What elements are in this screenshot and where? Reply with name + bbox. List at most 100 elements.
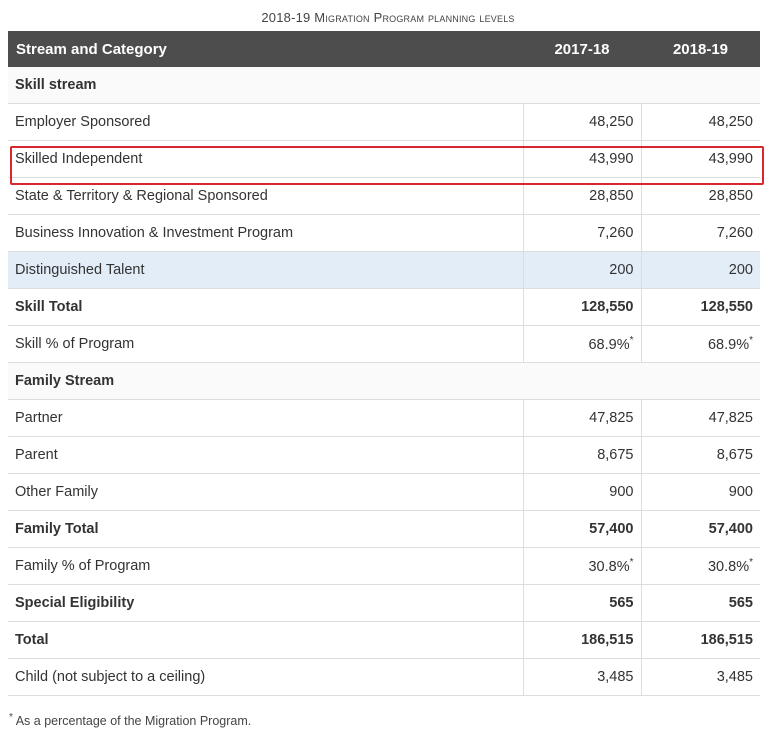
table-row: Parent 8,675 8,675: [8, 436, 760, 474]
row-label: Skill Total: [8, 288, 523, 326]
header-category: Stream and Category: [8, 31, 523, 67]
table-row: Family Stream: [8, 362, 760, 400]
value-2018-19: 68.9%*: [640, 325, 760, 363]
row-label: Distinguished Talent: [8, 251, 523, 289]
value-2018-19: 47,825: [640, 399, 760, 437]
value: 30.8%: [588, 558, 630, 575]
value: 57,400: [589, 521, 634, 537]
table-row: Skill stream: [8, 67, 760, 104]
asterisk: *: [749, 557, 753, 569]
row-label: Skill % of Program: [8, 325, 523, 363]
value: 48,250: [589, 114, 634, 130]
value-2018-19: 57,400: [640, 510, 760, 548]
table-header: Stream and Category 2017-18 2018-19: [8, 31, 760, 67]
table-row: Skill Total 128,550 128,550: [8, 288, 760, 326]
section-label: Family Stream: [8, 362, 760, 400]
table-row: Skill % of Program 68.9%* 68.9%*: [8, 325, 760, 363]
value: 8,675: [597, 447, 634, 463]
value-2017-18: 47,825: [522, 399, 641, 437]
row-label: Skilled Independent: [8, 140, 523, 178]
table-row: State & Territory & Regional Sponsored 2…: [8, 177, 760, 215]
value: 68.9%: [588, 336, 630, 353]
value-2018-19: 565: [640, 584, 760, 622]
value: 565: [728, 595, 753, 611]
table-row: Distinguished Talent 200 200: [8, 251, 760, 289]
value-2018-19: 200: [640, 251, 760, 289]
value-2017-18: 8,675: [522, 436, 641, 474]
value: 43,990: [708, 151, 753, 167]
value: 28,850: [708, 188, 753, 204]
value: 8,675: [716, 447, 753, 463]
value-2017-18: 57,400: [522, 510, 641, 548]
value-2017-18: 565: [522, 584, 641, 622]
value-2017-18: 7,260: [522, 214, 641, 252]
value: 128,550: [700, 299, 753, 315]
footnote-star: *: [9, 712, 13, 723]
table-row: Family % of Program 30.8%* 30.8%*: [8, 547, 760, 585]
value: 43,990: [589, 151, 634, 167]
value-2017-18: 200: [522, 251, 641, 289]
value-2017-18: 48,250: [522, 103, 641, 141]
row-label: Family % of Program: [8, 547, 523, 585]
value: 30.8%: [707, 558, 750, 575]
value: 200: [609, 262, 634, 278]
row-label: Business Innovation & Investment Program: [8, 214, 523, 252]
value: 68.9%: [707, 336, 750, 353]
table-row: Child (not subject to a ceiling) 3,485 3…: [8, 658, 760, 696]
asterisk: *: [749, 335, 753, 347]
table-row: Other Family 900 900: [8, 473, 760, 511]
row-label: Other Family: [8, 473, 523, 511]
value: 7,260: [716, 225, 753, 241]
value: 900: [728, 484, 753, 500]
value-2018-19: 7,260: [640, 214, 760, 252]
value: 48,250: [708, 114, 753, 130]
value-2017-18: 128,550: [522, 288, 641, 326]
value: 186,515: [700, 632, 753, 648]
header-2018-19: 2018-19: [641, 31, 760, 67]
value-2017-18: 68.9%*: [522, 325, 641, 363]
table-row: Business Innovation & Investment Program…: [8, 214, 760, 252]
value-2018-19: 8,675: [640, 436, 760, 474]
value: 200: [728, 262, 753, 278]
value-2018-19: 30.8%*: [640, 547, 760, 585]
table-row: Family Total 57,400 57,400: [8, 510, 760, 548]
row-label: Total: [8, 621, 523, 659]
footnote-text: As a percentage of the Migration Program…: [15, 714, 252, 729]
value-2018-19: 43,990: [640, 140, 760, 178]
header-2017-18: 2017-18: [523, 31, 641, 67]
asterisk: *: [629, 557, 634, 569]
row-label: Child (not subject to a ceiling): [8, 658, 523, 696]
value-2018-19: 900: [640, 473, 760, 511]
row-label: Parent: [8, 436, 523, 474]
value-2018-19: 186,515: [640, 621, 760, 659]
value-2018-19: 3,485: [640, 658, 760, 696]
asterisk: *: [629, 335, 634, 347]
row-label: Family Total: [8, 510, 523, 548]
planning-levels-table: Stream and Category 2017-18 2018-19 Skil…: [8, 31, 760, 696]
section-label: Skill stream: [8, 67, 760, 104]
value: 47,825: [708, 410, 753, 426]
footnote: * As a percentage of the Migration Progr…: [9, 712, 251, 728]
value-2017-18: 186,515: [522, 621, 641, 659]
value: 128,550: [581, 299, 634, 315]
table-row: Partner 47,825 47,825: [8, 399, 760, 437]
value-2017-18: 30.8%*: [522, 547, 641, 585]
value-2017-18: 900: [522, 473, 641, 511]
table-row: Employer Sponsored 48,250 48,250: [8, 103, 760, 141]
value: 47,825: [589, 410, 634, 426]
value: 7,260: [597, 225, 634, 241]
value-2018-19: 128,550: [640, 288, 760, 326]
value: 3,485: [716, 669, 753, 685]
value: 186,515: [581, 632, 634, 648]
value-2017-18: 3,485: [522, 658, 641, 696]
table-row: Skilled Independent 43,990 43,990: [8, 140, 760, 178]
value-2018-19: 48,250: [640, 103, 760, 141]
value-2017-18: 43,990: [522, 140, 641, 178]
row-label: State & Territory & Regional Sponsored: [8, 177, 523, 215]
value-2017-18: 28,850: [522, 177, 641, 215]
row-label: Special Eligibility: [8, 584, 523, 622]
value: 28,850: [589, 188, 634, 204]
value: 57,400: [708, 521, 753, 537]
table-caption: 2018-19 Migration Program planning level…: [261, 10, 515, 25]
value: 3,485: [597, 669, 634, 685]
